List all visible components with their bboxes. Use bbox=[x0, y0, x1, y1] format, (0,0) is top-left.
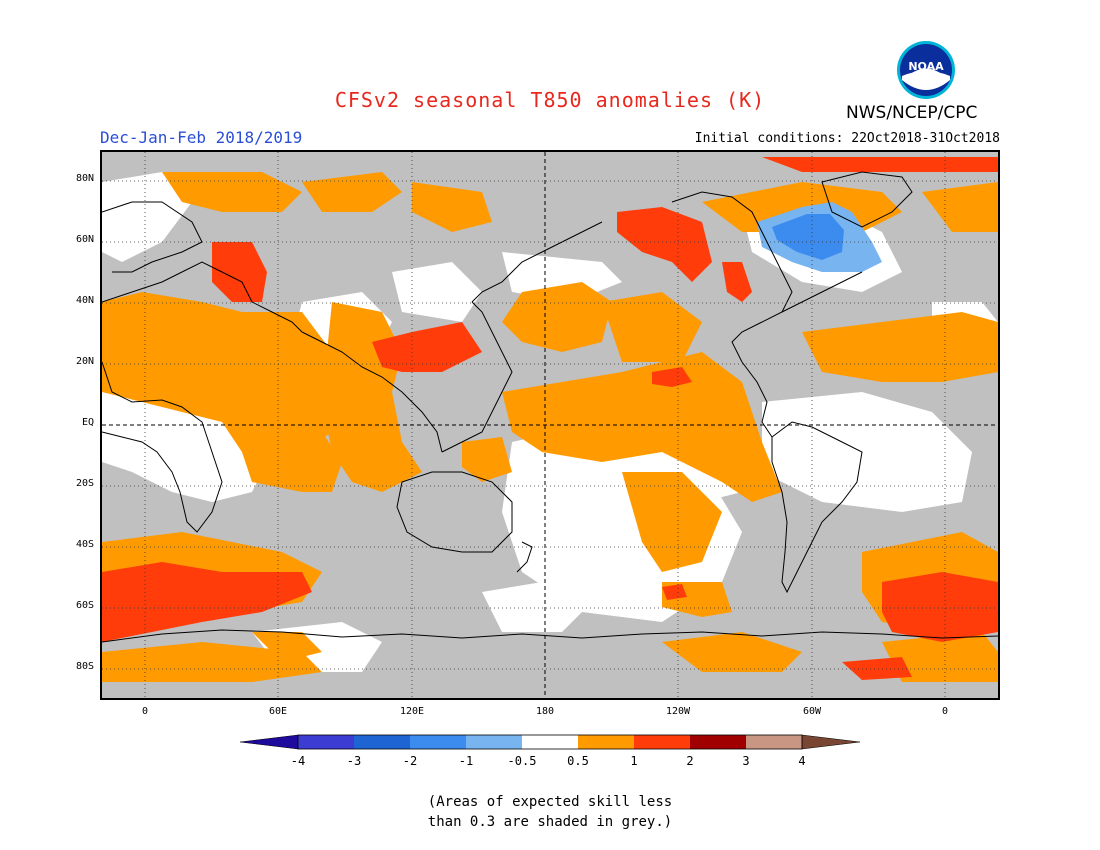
colorbar-label: 3 bbox=[742, 754, 750, 768]
lat-label: EQ bbox=[81, 417, 94, 428]
orange-regions bbox=[102, 172, 998, 682]
lat-label: 40N bbox=[75, 295, 94, 306]
colorbar-swatch bbox=[578, 735, 634, 749]
lat-label: 80N bbox=[75, 173, 94, 184]
colorbar-arrow-low bbox=[240, 734, 299, 750]
colorbar-swatch bbox=[298, 735, 354, 749]
colorbar-label: 0.5 bbox=[567, 754, 589, 768]
agency-label: NWS/NCEP/CPC bbox=[846, 103, 978, 123]
colorbar-swatch bbox=[634, 735, 690, 749]
anomaly-map bbox=[100, 150, 1000, 700]
lat-label: 80S bbox=[75, 661, 94, 672]
noaa-logo: NOAA bbox=[897, 41, 955, 99]
lon-label: 0 bbox=[141, 706, 149, 717]
colorbar-swatch bbox=[466, 735, 522, 749]
colorbar bbox=[240, 734, 861, 750]
lon-label: 60E bbox=[268, 706, 288, 717]
lat-label: 60S bbox=[75, 600, 94, 611]
colorbar-label: 1 bbox=[630, 754, 638, 768]
colorbar-swatch bbox=[410, 735, 466, 749]
lon-label: 120W bbox=[665, 706, 691, 717]
colorbar-swatch bbox=[522, 735, 578, 749]
lon-label: 0 bbox=[941, 706, 949, 717]
skill-note-line: than 0.3 are shaded in grey.) bbox=[427, 814, 673, 830]
colorbar-arrow-high bbox=[801, 734, 861, 750]
colorbar-swatch bbox=[690, 735, 746, 749]
cold-anomaly-region bbox=[757, 202, 882, 272]
red-regions bbox=[102, 157, 998, 680]
colorbar-label: 4 bbox=[798, 754, 806, 768]
lat-label: 20S bbox=[75, 478, 94, 489]
colorbar-label: -0.5 bbox=[507, 754, 537, 768]
colorbar-label: 2 bbox=[686, 754, 694, 768]
lat-label: 40S bbox=[75, 539, 94, 550]
map-title: CFSv2 seasonal T850 anomalies (K) bbox=[334, 88, 766, 112]
skill-note-line: (Areas of expected skill less bbox=[427, 794, 673, 810]
colorbar-label: -2 bbox=[402, 754, 418, 768]
skill-note: (Areas of expected skill less than 0.3 a… bbox=[0, 792, 1100, 832]
colorbar-label: -4 bbox=[290, 754, 306, 768]
colorbar-label: -3 bbox=[346, 754, 362, 768]
initial-conditions-label: Initial conditions: 22Oct2018-31Oct2018 bbox=[694, 131, 1000, 146]
lon-label: 180 bbox=[535, 706, 555, 717]
map-canvas bbox=[102, 152, 998, 698]
season-label: Dec-Jan-Feb 2018/2019 bbox=[100, 128, 303, 147]
colorbar-swatch bbox=[746, 735, 802, 749]
lon-label: 120E bbox=[399, 706, 425, 717]
lat-label: 20N bbox=[75, 356, 94, 367]
coastlines bbox=[102, 171, 998, 643]
equator-dateline bbox=[102, 152, 998, 698]
noaa-logo-text: NOAA bbox=[908, 60, 944, 73]
colorbar-label: -1 bbox=[458, 754, 474, 768]
lon-label: 60W bbox=[802, 706, 822, 717]
lat-label: 60N bbox=[75, 234, 94, 245]
colorbar-swatch bbox=[354, 735, 410, 749]
